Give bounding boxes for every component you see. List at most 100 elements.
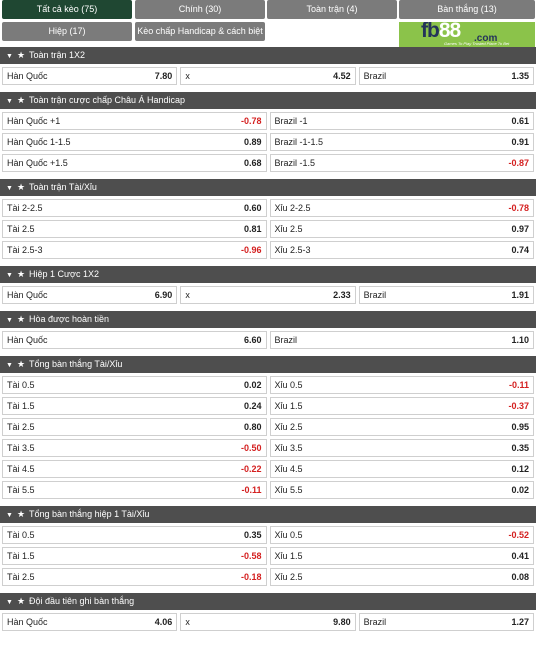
collapse-arrow-icon[interactable]: ▼ <box>6 512 13 519</box>
odds-row: Tài 1.5 -0.58 Xỉu 1.5 0.41 <box>2 547 534 565</box>
odds-cell[interactable]: Tài 2.5-3 -0.96 <box>2 241 267 259</box>
odds-row: Tài 3.5 -0.50 Xỉu 3.5 0.35 <box>2 439 534 457</box>
odds-label: x <box>185 71 190 81</box>
odds-label: Xỉu 4.5 <box>275 464 303 474</box>
collapse-arrow-icon[interactable]: ▼ <box>6 272 13 279</box>
odds-cell[interactable]: Tài 5.5 -0.11 <box>2 481 267 499</box>
odds-cell[interactable]: Xỉu 1.5 -0.37 <box>270 397 535 415</box>
tab-all-markets[interactable]: Tất cả kèo (75) <box>2 0 132 19</box>
odds-value: 0.35 <box>244 530 262 540</box>
star-icon[interactable]: ★ <box>17 596 25 606</box>
odds-label: Hàn Quốc <box>7 335 48 345</box>
market-header[interactable]: ▼ ★ Tổng bàn thắng hiệp 1 Tài/Xỉu <box>0 506 536 523</box>
odds-row: Hàn Quốc 7.80 x 4.52 Brazil 1.35 <box>2 67 534 85</box>
odds-label: Hàn Quốc <box>7 71 48 81</box>
star-icon[interactable]: ★ <box>17 359 25 369</box>
odds-value: 0.61 <box>511 116 529 126</box>
odds-cell[interactable]: Hàn Quốc 6.90 <box>2 286 177 304</box>
odds-cell[interactable]: x 2.33 <box>180 286 355 304</box>
odds-cell[interactable]: Xỉu 0.5 -0.52 <box>270 526 535 544</box>
odds-cell[interactable]: Hàn Quốc 6.60 <box>2 331 267 349</box>
tab-main[interactable]: Chính (30) <box>135 0 265 19</box>
odds-cell[interactable]: Xỉu 2.5-3 0.74 <box>270 241 535 259</box>
fb88-logo: fb88 .com Games To Play Trusted Place To… <box>399 22 535 47</box>
odds-cell[interactable]: Brazil 1.10 <box>270 331 535 349</box>
tab-full-match[interactable]: Toàn trận (4) <box>267 0 397 19</box>
tab-half[interactable]: Hiệp (17) <box>2 22 132 41</box>
odds-cell[interactable]: Hàn Quốc 7.80 <box>2 67 177 85</box>
odds-row: Tài 2.5 0.81 Xỉu 2.5 0.97 <box>2 220 534 238</box>
star-icon[interactable]: ★ <box>17 509 25 519</box>
odds-value: 1.10 <box>511 335 529 345</box>
odds-cell[interactable]: Brazil 1.91 <box>359 286 534 304</box>
odds-value: 0.41 <box>511 551 529 561</box>
odds-cell[interactable]: Tài 4.5 -0.22 <box>2 460 267 478</box>
odds-row: Hàn Quốc 1-1.5 0.89 Brazil -1-1.5 0.91 <box>2 133 534 151</box>
odds-cell[interactable]: Xỉu 2.5 0.95 <box>270 418 535 436</box>
star-icon[interactable]: ★ <box>17 269 25 279</box>
odds-cell[interactable]: Xỉu 5.5 0.02 <box>270 481 535 499</box>
odds-cell[interactable]: Tài 2.5 0.81 <box>2 220 267 238</box>
collapse-arrow-icon[interactable]: ▼ <box>6 185 13 192</box>
odds-value: -0.11 <box>241 485 261 495</box>
odds-cell[interactable]: Brazil 1.35 <box>359 67 534 85</box>
tab-goals[interactable]: Bàn thắng (13) <box>399 0 535 19</box>
odds-cell[interactable]: Xỉu 4.5 0.12 <box>270 460 535 478</box>
odds-cell[interactable]: Hàn Quốc +1.5 0.68 <box>2 154 267 172</box>
tab-handicap[interactable]: Kèo chấp Handicap & cách biệt (3) <box>135 22 265 41</box>
odds-cell[interactable]: Hàn Quốc +1 -0.78 <box>2 112 267 130</box>
odds-cell[interactable]: Tài 1.5 0.24 <box>2 397 267 415</box>
star-icon[interactable]: ★ <box>17 95 25 105</box>
odds-cell[interactable]: Xỉu 1.5 0.41 <box>270 547 535 565</box>
odds-cell[interactable]: Hàn Quốc 4.06 <box>2 613 177 631</box>
odds-cell[interactable]: Xỉu 2-2.5 -0.78 <box>270 199 535 217</box>
odds-cell[interactable]: Tài 2.5 -0.18 <box>2 568 267 586</box>
odds-value: 9.80 <box>333 617 351 627</box>
odds-row: Tài 4.5 -0.22 Xỉu 4.5 0.12 <box>2 460 534 478</box>
odds-row: Tài 2-2.5 0.60 Xỉu 2-2.5 -0.78 <box>2 199 534 217</box>
star-icon[interactable]: ★ <box>17 182 25 192</box>
collapse-arrow-icon[interactable]: ▼ <box>6 362 13 369</box>
odds-cell[interactable]: Brazil -1 0.61 <box>270 112 535 130</box>
market-header[interactable]: ▼ ★ Toàn trận 1X2 <box>0 47 536 64</box>
market-header[interactable]: ▼ ★ Toàn trận Tài/Xỉu <box>0 179 536 196</box>
market-section: ▼ ★ Tổng bàn thắng hiệp 1 Tài/Xỉu Tài 0.5 0.… <box>0 506 536 586</box>
odds-cell[interactable]: x 9.80 <box>180 613 355 631</box>
odds-cell[interactable]: Brazil -1.5 -0.87 <box>270 154 535 172</box>
odds-cell[interactable]: x 4.52 <box>180 67 355 85</box>
collapse-arrow-icon[interactable]: ▼ <box>6 53 13 60</box>
odds-value: 6.60 <box>244 335 262 345</box>
collapse-arrow-icon[interactable]: ▼ <box>6 317 13 324</box>
market-header[interactable]: ▼ ★ Đội đầu tiên ghi bàn thắng <box>0 593 536 610</box>
odds-value: 0.68 <box>244 158 262 168</box>
odds-cell[interactable]: Tài 2.5 0.80 <box>2 418 267 436</box>
odds-row: Tài 0.5 0.35 Xỉu 0.5 -0.52 <box>2 526 534 544</box>
odds-cell[interactable]: Tài 0.5 0.02 <box>2 376 267 394</box>
odds-cell[interactable]: Brazil 1.27 <box>359 613 534 631</box>
star-icon[interactable]: ★ <box>17 50 25 60</box>
odds-cell[interactable]: Tài 3.5 -0.50 <box>2 439 267 457</box>
odds-cell[interactable]: Xỉu 2.5 0.08 <box>270 568 535 586</box>
market-section: ▼ ★ Đội đầu tiên ghi bàn thắng Hàn Quốc 4.06… <box>0 593 536 631</box>
collapse-arrow-icon[interactable]: ▼ <box>6 98 13 105</box>
market-header[interactable]: ▼ ★ Hiệp 1 Cược 1X2 <box>0 266 536 283</box>
odds-value: 0.91 <box>511 137 529 147</box>
odds-cell[interactable]: Brazil -1-1.5 0.91 <box>270 133 535 151</box>
collapse-arrow-icon[interactable]: ▼ <box>6 599 13 606</box>
odds-label: Tài 0.5 <box>7 380 35 390</box>
odds-cell[interactable]: Xỉu 0.5 -0.11 <box>270 376 535 394</box>
market-header[interactable]: ▼ ★ Tổng bàn thắng Tài/Xỉu <box>0 356 536 373</box>
odds-value: 0.35 <box>511 443 529 453</box>
odds-cell[interactable]: Xỉu 3.5 0.35 <box>270 439 535 457</box>
odds-cell[interactable]: Hàn Quốc 1-1.5 0.89 <box>2 133 267 151</box>
odds-cell[interactable]: Tài 2-2.5 0.60 <box>2 199 267 217</box>
market-header[interactable]: ▼ ★ Toàn trận cược chấp Châu Á Handicap <box>0 92 536 109</box>
odds-cell[interactable]: Tài 0.5 0.35 <box>2 526 267 544</box>
market-section: ▼ ★ Hòa được hoàn tiền Hàn Quốc 6.60 Brazil 1.… <box>0 311 536 349</box>
star-icon[interactable]: ★ <box>17 314 25 324</box>
odds-cell[interactable]: Tài 1.5 -0.58 <box>2 547 267 565</box>
market-header[interactable]: ▼ ★ Hòa được hoàn tiền <box>0 311 536 328</box>
odds-cell[interactable]: Xỉu 2.5 0.97 <box>270 220 535 238</box>
odds-row: Tài 0.5 0.02 Xỉu 0.5 -0.11 <box>2 376 534 394</box>
odds-label: Tài 5.5 <box>7 485 35 495</box>
